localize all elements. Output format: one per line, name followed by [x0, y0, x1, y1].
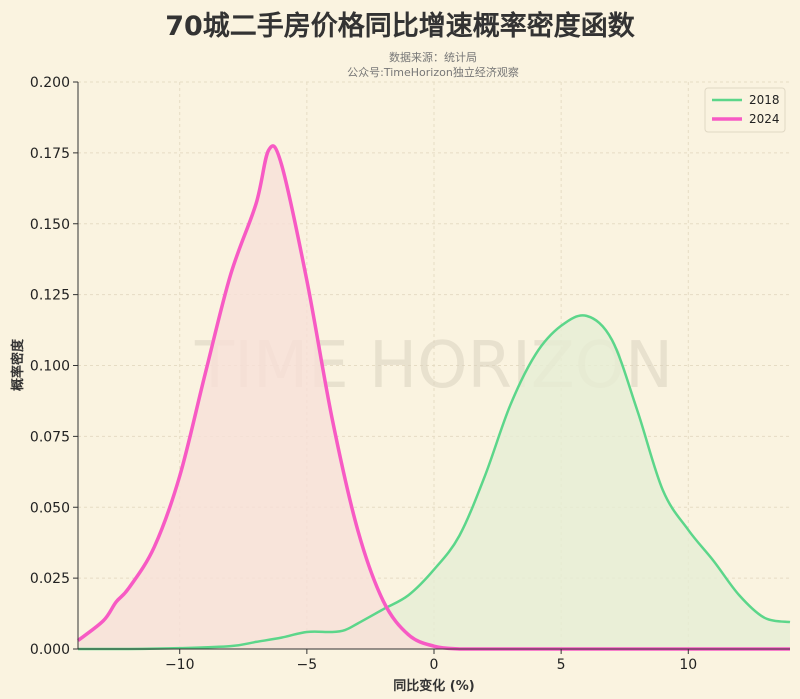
y-tick-label: 0.025: [30, 571, 70, 587]
line-2018: [78, 314, 791, 651]
legend-label-2018: 2018: [749, 93, 780, 107]
chart-title: 70城二手房价格同比增速概率密度函数: [165, 11, 635, 42]
y-tick-label: 0.125: [30, 288, 70, 304]
x-tick-label: 10: [679, 657, 697, 673]
y-tick-label: 0.150: [30, 217, 70, 233]
legend: 2018 2024: [704, 87, 786, 133]
legend-label-2024: 2024: [749, 112, 780, 126]
chart-subtitle-account: 公众号:TimeHorizon独立经济观察: [347, 66, 519, 79]
y-tick-label: 0.075: [30, 429, 70, 445]
x-tick-label: 5: [557, 657, 566, 673]
y-tick-label: 0.175: [30, 146, 70, 162]
y-tick-label: 0.200: [30, 75, 70, 91]
x-axis-label: 同比变化 (%): [393, 678, 474, 694]
x-tick-label: −10: [165, 657, 195, 673]
area-2024: [78, 145, 790, 649]
chart-subtitle-source: 数据来源：统计局: [389, 51, 477, 64]
x-tick-label: 0: [430, 657, 439, 673]
y-tick-label: 0.000: [30, 642, 70, 658]
x-tick-label: −5: [297, 657, 318, 673]
area-2018: [78, 315, 790, 649]
y-axis-label: 概率密度: [10, 338, 26, 391]
y-tick-label: 0.100: [30, 359, 70, 375]
y-tick-label: 0.050: [30, 500, 70, 516]
